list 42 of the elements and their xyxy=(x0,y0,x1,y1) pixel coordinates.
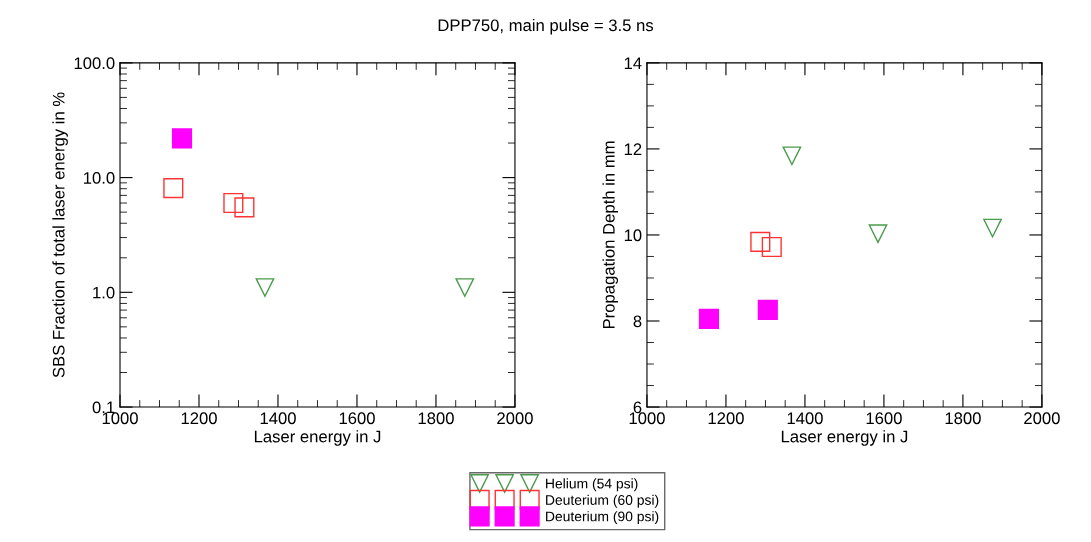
chart-title: DPP750, main pulse = 3.5 ns xyxy=(438,18,654,35)
point xyxy=(698,308,720,329)
y-axis-title: SBS Fraction of total laser energy in % xyxy=(52,92,68,378)
y-tick-label: 10 xyxy=(624,229,642,242)
y-tick-label: 6 xyxy=(633,401,642,414)
point xyxy=(983,218,1002,238)
y-tick-label: 0.1 xyxy=(92,401,115,414)
point xyxy=(761,236,782,258)
x-tick-label: 1600 xyxy=(339,412,375,425)
x-tick-label: 1800 xyxy=(945,412,981,425)
x-tick-label: 1400 xyxy=(787,412,823,425)
y-tick-label: 8 xyxy=(633,315,642,328)
y-tick-label: 14 xyxy=(624,57,642,69)
x-tick-label: 1400 xyxy=(260,412,296,425)
x-tick-label: 1200 xyxy=(708,412,744,425)
legend-label: Helium (54 psi) xyxy=(546,478,638,492)
y-tick-label: 1.0 xyxy=(93,286,115,299)
legend-label: Deuterium (60 psi) xyxy=(546,494,659,508)
point xyxy=(782,146,802,166)
point xyxy=(171,128,193,149)
legend-label: Deuterium (90 psi) xyxy=(546,511,659,525)
x-tick-label: 1600 xyxy=(866,412,902,425)
point xyxy=(868,224,888,244)
point xyxy=(234,197,255,218)
x-tick-label: 2000 xyxy=(1024,412,1060,425)
point xyxy=(750,231,771,252)
x-axis-title: Laser energy in J xyxy=(254,430,381,446)
point xyxy=(455,278,475,297)
y-tick-label: 10.0 xyxy=(83,172,115,184)
x-tick-label: 1000 xyxy=(629,412,665,425)
x-tick-label: 1800 xyxy=(418,412,454,425)
x-tick-label: 1000 xyxy=(102,412,138,425)
point xyxy=(757,299,778,320)
point xyxy=(163,178,184,199)
y-axis-title: Propagation Depth in mm xyxy=(602,141,619,329)
x-tick-label: 2000 xyxy=(497,412,533,425)
x-tick-label: 1200 xyxy=(181,412,217,425)
point xyxy=(223,192,244,214)
y-tick-label: 100.0 xyxy=(74,57,115,70)
x-axis-title: Laser energy in J xyxy=(781,430,908,446)
point xyxy=(255,278,275,297)
y-tick-label: 12 xyxy=(624,143,642,155)
